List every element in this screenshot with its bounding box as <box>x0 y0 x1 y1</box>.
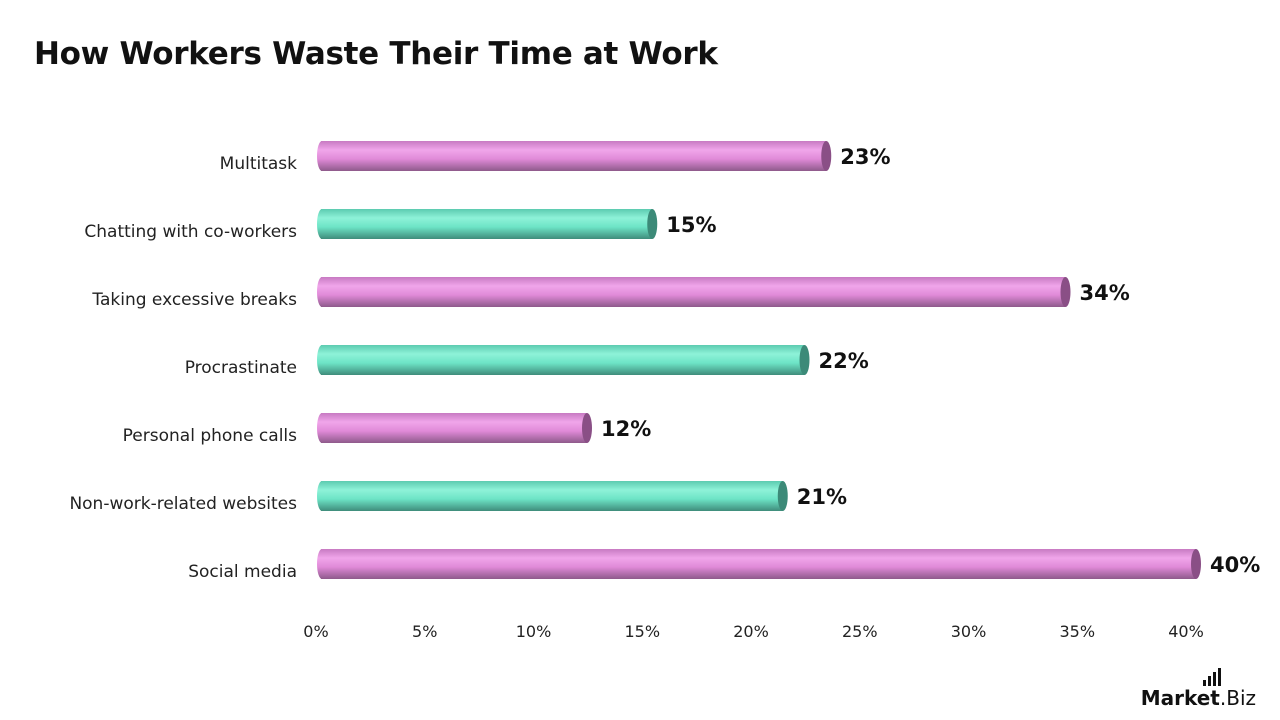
bar-4 <box>317 345 810 375</box>
value-label: 23% <box>840 145 890 169</box>
x-tick-label: 0% <box>303 622 328 641</box>
value-labels: 23% 15% 34% 22% 12% 21% 40% <box>601 145 1260 577</box>
bar-end-cap <box>1060 277 1071 307</box>
x-tick-label: 35% <box>1059 622 1095 641</box>
bar-body <box>321 345 805 375</box>
bar-body <box>321 549 1196 579</box>
category-label: Personal phone calls <box>123 426 297 446</box>
bar-3 <box>317 277 1071 307</box>
bar-end-cap <box>799 345 810 375</box>
value-label: 34% <box>1080 281 1130 305</box>
bar-body <box>321 141 827 171</box>
chart-title: How Workers Waste Their Time at Work <box>34 36 718 72</box>
category-label: Taking excessive breaks <box>91 290 297 310</box>
x-tick-label: 15% <box>624 622 660 641</box>
category-label: Social media <box>188 562 297 582</box>
bar-body <box>321 481 783 511</box>
bars-layer <box>317 141 1201 579</box>
value-label: 21% <box>797 485 847 509</box>
value-label: 40% <box>1210 553 1260 577</box>
bar-7 <box>317 549 1201 579</box>
bar-2 <box>317 209 658 239</box>
bar-6 <box>317 481 788 511</box>
brand-name-part1: Market <box>1140 686 1220 710</box>
bar-chart-icon <box>1202 668 1221 686</box>
category-label: Non-work-related websites <box>69 494 297 514</box>
category-labels: Multitask Chatting with co-workers Taking … <box>69 154 297 582</box>
bar-end-cap <box>777 481 788 511</box>
bar-end-cap <box>647 209 658 239</box>
bar-end-cap <box>821 141 832 171</box>
category-label: Chatting with co-workers <box>84 222 297 242</box>
x-tick-label: 25% <box>842 622 878 641</box>
x-tick-label: 30% <box>951 622 987 641</box>
x-axis-ticks: 0% 5% 10% 15% 20% 25% 30% 35% 40% <box>303 622 1203 641</box>
value-label: 22% <box>819 349 869 373</box>
bar-1 <box>317 141 832 171</box>
x-tick-label: 40% <box>1168 622 1204 641</box>
value-label: 15% <box>666 213 716 237</box>
x-tick-label: 5% <box>412 622 437 641</box>
category-label: Procrastinate <box>185 358 297 378</box>
x-tick-label: 10% <box>516 622 552 641</box>
bar-end-cap <box>582 413 592 443</box>
bar-body <box>321 209 653 239</box>
x-tick-label: 20% <box>733 622 769 641</box>
bar-body <box>321 413 587 443</box>
bar-5 <box>317 413 592 443</box>
marketbiz-logo: Market.Biz <box>1141 668 1256 708</box>
value-label: 12% <box>601 417 651 441</box>
brand-name-part2: .Biz <box>1219 686 1256 710</box>
category-label: Multitask <box>220 154 297 174</box>
bar-end-cap <box>1191 549 1201 579</box>
bar-body <box>321 277 1066 307</box>
